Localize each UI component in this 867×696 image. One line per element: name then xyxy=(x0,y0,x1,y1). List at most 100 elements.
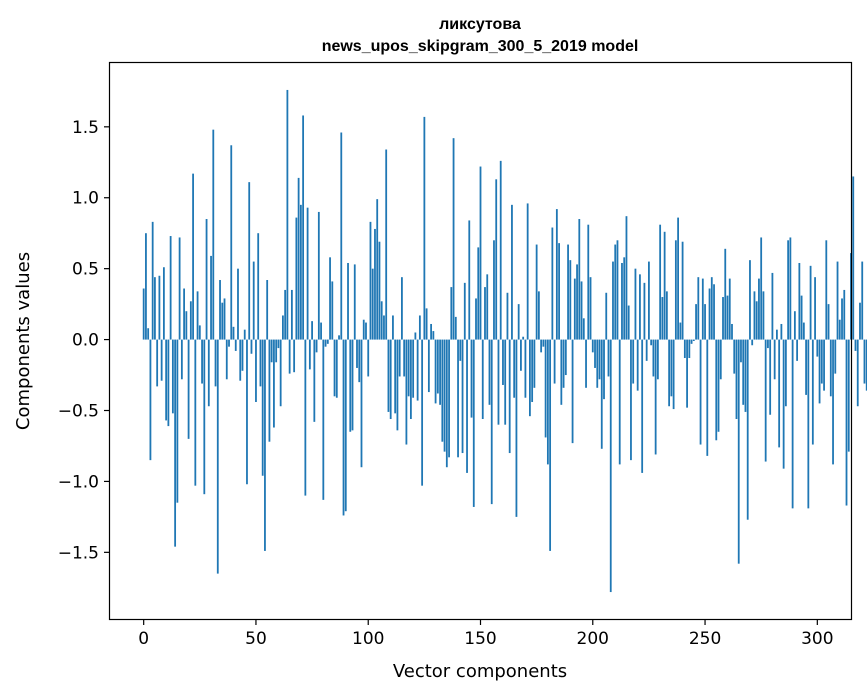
bar xyxy=(569,260,572,340)
bar xyxy=(564,339,567,376)
bar xyxy=(275,339,278,363)
bar xyxy=(409,339,412,420)
bar xyxy=(331,281,334,340)
bar xyxy=(645,339,648,361)
bar xyxy=(194,339,197,486)
bar xyxy=(264,339,266,551)
bar xyxy=(517,304,520,340)
bar xyxy=(396,339,399,431)
bar xyxy=(421,339,424,486)
bar xyxy=(807,339,810,509)
bar xyxy=(207,339,210,407)
bar xyxy=(648,261,650,340)
bar xyxy=(643,282,646,340)
bar xyxy=(259,339,262,387)
bar xyxy=(425,308,428,340)
bar xyxy=(257,233,260,340)
bar xyxy=(225,339,228,380)
bar xyxy=(255,339,257,402)
bar xyxy=(652,339,655,377)
bar xyxy=(156,339,159,387)
bar xyxy=(520,339,522,371)
bar xyxy=(383,315,385,340)
bar xyxy=(802,322,805,340)
bar xyxy=(315,339,318,353)
bar xyxy=(609,339,612,593)
bar xyxy=(237,268,239,340)
x-axis-ticks: 0 50 100 150 200 250 300 xyxy=(138,619,834,649)
bar xyxy=(203,339,206,495)
bar xyxy=(654,339,657,455)
bar xyxy=(324,339,327,347)
bar xyxy=(201,339,203,384)
bar xyxy=(852,176,855,340)
bar xyxy=(463,282,466,340)
bar xyxy=(142,288,145,340)
bar xyxy=(407,339,410,397)
x-tick-label: 300 xyxy=(801,629,833,649)
bar xyxy=(544,339,547,438)
bar xyxy=(663,231,666,340)
bar xyxy=(475,298,477,340)
bar xyxy=(746,339,749,520)
bar xyxy=(701,278,704,340)
bar xyxy=(365,322,367,340)
bar xyxy=(448,339,450,458)
y-tick-label: 0.5 xyxy=(72,260,99,280)
bar xyxy=(270,339,273,363)
bar xyxy=(495,179,498,340)
bar xyxy=(147,328,150,340)
bar xyxy=(479,166,482,340)
bar xyxy=(180,339,183,380)
bar xyxy=(710,277,713,340)
bar xyxy=(780,323,783,340)
bar xyxy=(769,339,772,415)
bar xyxy=(728,278,731,340)
bar xyxy=(472,339,475,507)
bar xyxy=(665,291,668,340)
bar xyxy=(827,304,830,340)
bar xyxy=(230,145,233,340)
bar xyxy=(246,339,248,485)
bar xyxy=(542,339,545,347)
bar xyxy=(529,339,531,417)
bar xyxy=(266,280,269,340)
bar xyxy=(589,277,592,340)
bar xyxy=(598,339,601,380)
bar xyxy=(591,339,594,353)
bar xyxy=(499,160,502,340)
bar xyxy=(302,115,305,340)
bar xyxy=(418,315,421,340)
bar xyxy=(508,339,511,454)
bar xyxy=(178,237,181,340)
bar xyxy=(618,339,621,465)
bar xyxy=(313,339,316,422)
bar xyxy=(524,339,527,398)
bar xyxy=(634,268,637,340)
bar xyxy=(347,262,349,340)
bar xyxy=(782,339,785,469)
bar xyxy=(502,339,504,385)
bar xyxy=(457,339,459,458)
bar xyxy=(816,339,819,357)
bar xyxy=(185,311,188,340)
bar xyxy=(342,339,345,516)
bar xyxy=(715,339,718,441)
bar xyxy=(241,339,244,371)
bar xyxy=(717,339,720,432)
bar xyxy=(189,301,192,340)
bar xyxy=(789,237,792,340)
bar xyxy=(713,284,715,340)
bar xyxy=(546,339,549,465)
bar xyxy=(776,329,778,340)
bar xyxy=(486,274,489,340)
y-tick-label: 1.5 xyxy=(72,118,99,138)
bar xyxy=(250,339,253,354)
bar xyxy=(809,265,812,340)
bar xyxy=(158,275,161,340)
bar xyxy=(836,261,839,340)
bar xyxy=(338,335,340,340)
bar xyxy=(183,288,185,340)
bar xyxy=(735,339,738,420)
bar xyxy=(308,339,311,370)
